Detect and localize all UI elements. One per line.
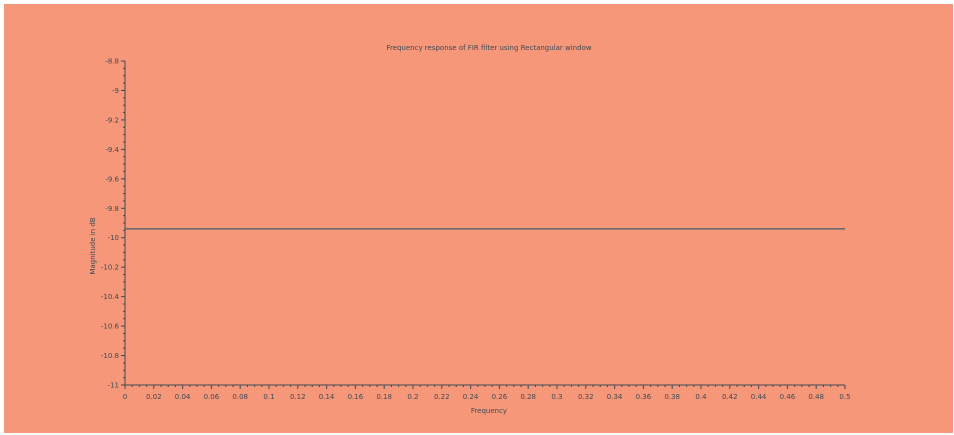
- y-tick-label: -9: [112, 87, 119, 95]
- x-tick-label: 0.28: [520, 393, 536, 401]
- figure-background: Frequency response of FIR filter using R…: [4, 4, 953, 433]
- y-tick-label: -10.2: [101, 264, 119, 272]
- x-tick-label: 0.22: [434, 393, 450, 401]
- x-tick-label: 0.14: [319, 393, 335, 401]
- x-tick-label: 0: [123, 393, 127, 401]
- y-tick-label: -9.4: [105, 146, 119, 154]
- x-tick-label: 0.18: [376, 393, 392, 401]
- x-tick-label: 0.4: [695, 393, 707, 401]
- x-tick-label: 0.02: [146, 393, 162, 401]
- x-tick-label: 0.38: [664, 393, 680, 401]
- y-tick-label: -10.8: [101, 352, 119, 360]
- frequency-response-chart: Frequency response of FIR filter using R…: [89, 44, 851, 415]
- x-tick-label: 0.06: [204, 393, 220, 401]
- x-tick-label: 0.36: [636, 393, 652, 401]
- x-tick-label: 0.04: [175, 393, 191, 401]
- y-tick-label: -10: [108, 234, 119, 242]
- y-tick-label: -8.8: [105, 58, 119, 66]
- axes-group: -8.8 -9 -9.2 -9.4 -9.6 -9.8 -10 -10.2 -10.4 -10.6…: [101, 58, 851, 402]
- chart-title: Frequency response of FIR filter using R…: [386, 44, 591, 52]
- y-tick-label: -10.4: [101, 293, 120, 301]
- x-tick-label: 0.46: [780, 393, 796, 401]
- x-tick-label: 0.08: [232, 393, 248, 401]
- x-axis-title: Frequency: [471, 407, 507, 415]
- x-tick-label: 0.26: [492, 393, 508, 401]
- x-tick-label: 0.48: [808, 393, 824, 401]
- x-tick-label: 0.5: [839, 393, 850, 401]
- x-tick-label: 0.3: [551, 393, 562, 401]
- x-tick-label: 0.32: [578, 393, 594, 401]
- x-tick-label: 0.2: [407, 393, 418, 401]
- y-tick-label: -10.6: [101, 323, 120, 331]
- y-tick-label: -9.2: [105, 116, 119, 124]
- x-tick-label: 0.34: [607, 393, 623, 401]
- x-tick-label: 0.1: [263, 393, 274, 401]
- y-tick-label: -9.6: [105, 175, 119, 183]
- x-tick-label: 0.24: [463, 393, 479, 401]
- y-axis-title: Magnitude in dB: [89, 217, 97, 274]
- x-tick-label: 0.12: [290, 393, 306, 401]
- x-tick-label: 0.42: [722, 393, 738, 401]
- y-tick-label: -9.8: [105, 205, 119, 213]
- x-tick-label: 0.44: [751, 393, 767, 401]
- x-tick-label: 0.16: [348, 393, 364, 401]
- y-tick-label: -11: [108, 382, 119, 390]
